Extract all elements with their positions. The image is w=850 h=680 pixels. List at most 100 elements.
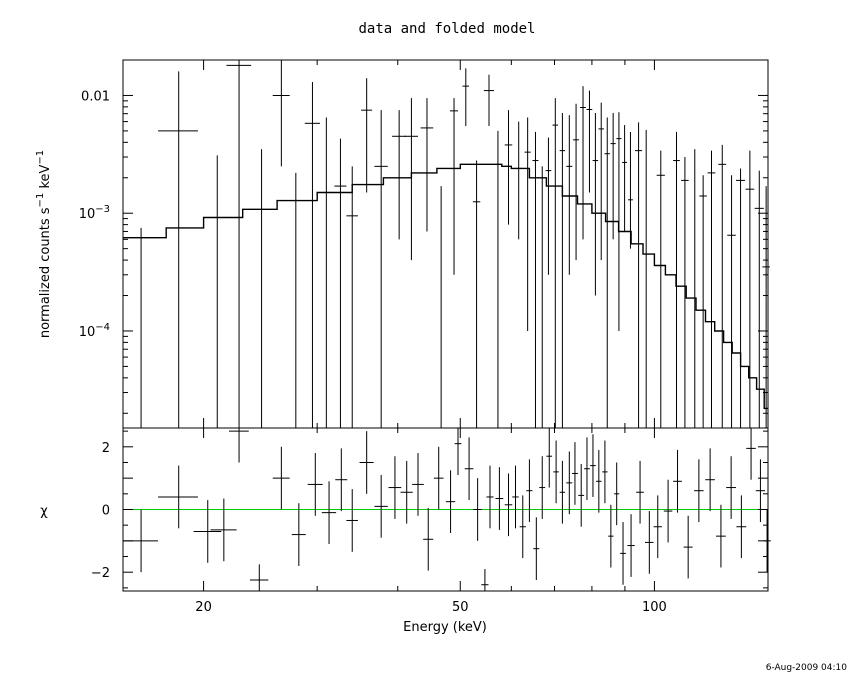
residual-point [614,462,620,526]
residual-point [705,448,715,512]
data-point [586,90,593,193]
top-y-tick-label: 10−4 [79,322,110,340]
residual-point [210,498,237,562]
residual-point [346,489,358,552]
residual-point [464,437,474,501]
residual-point [553,440,559,504]
top-data-points [123,60,770,429]
data-point [552,98,559,428]
data-point [493,130,502,429]
x-tick-label: 50 [452,600,469,615]
data-point [598,102,604,261]
data-point [735,168,746,428]
residual-point [512,465,519,529]
residual-point [193,500,222,563]
residual-point [519,495,526,559]
residual-point [321,481,337,544]
data-point [504,110,513,225]
data-point [304,82,320,428]
data-point [681,157,689,428]
x-tick-label: 100 [642,600,667,615]
top-ylabel: normalized counts s−1 keV−1 [35,150,53,338]
residual-point [291,503,306,566]
residual-point [229,428,249,463]
data-point [754,170,764,428]
data-point [718,144,727,428]
residual-point [653,495,662,559]
x-tick-label: 20 [195,600,212,615]
residual-point [602,440,608,504]
data-point [472,160,481,428]
residual-point [533,517,540,581]
top-y-axis: 0.01 10 −3 10−4 [79,59,768,414]
residual-point [526,459,533,523]
residual-point [249,564,269,591]
residual-point [645,511,654,574]
tick-exponent: −3 [95,204,110,215]
data-point [707,150,716,428]
residual-point [473,478,482,541]
bottom-y-axis: 2 0 −2 [91,430,768,589]
data-point [622,125,628,232]
data-point [532,131,539,428]
data-point [656,150,665,428]
residual-point [620,522,626,585]
data-point [515,121,523,240]
residual-point [736,495,747,559]
chart-title: data and folded model [358,21,535,37]
top-ylabel-exp1: −1 [35,193,46,208]
data-point [610,112,616,240]
bottom-y-tick-label: −2 [91,566,110,581]
data-point [123,227,159,428]
residual-point [566,451,573,515]
residual-point [504,473,513,537]
residual-point [636,460,644,524]
residual-point [423,507,434,571]
bottom-y-tick-label: 2 [102,441,110,456]
residual-point [571,442,578,505]
residual-point [590,434,596,497]
data-point [691,149,699,429]
residual-point [433,446,444,510]
residual-point [627,514,635,577]
data-point [462,68,470,127]
data-point [346,166,358,428]
data-point [449,98,459,275]
data-point [573,103,580,261]
tick-base: 10 [79,325,96,340]
tick-exponent: −4 [95,322,110,333]
residual-point [578,464,585,527]
top-ylabel-mid: keV [38,164,53,192]
top-y-tick-label: 0.01 [81,89,110,104]
model-line [123,163,768,410]
data-point [642,129,651,429]
data-point [253,149,270,429]
residual-point [694,459,704,523]
residual-point [158,465,198,529]
data-point [559,112,566,428]
data-point [592,112,599,296]
residual-point [335,448,348,512]
residual-point [584,437,590,501]
data-point [673,131,680,428]
residual-point [673,449,682,513]
model-step-path [123,163,768,410]
residual-point [596,449,602,513]
data-point [226,60,252,428]
residual-point [374,475,388,538]
data-point [404,98,419,261]
residual-point [546,428,553,488]
data-point [334,138,347,428]
data-point [580,86,586,240]
residual-point [663,479,673,543]
residual-point [454,428,462,476]
data-point [727,175,736,428]
data-point [319,117,333,428]
residual-point [359,431,374,494]
residual-point [307,453,323,516]
residual-point [123,509,159,573]
bottom-data-points [123,428,771,591]
data-point [483,74,494,127]
data-point [616,112,622,331]
